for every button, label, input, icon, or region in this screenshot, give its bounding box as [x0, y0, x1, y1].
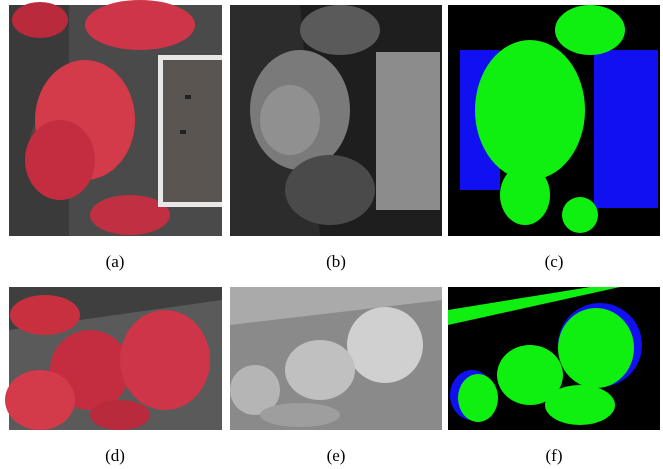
image-e	[230, 287, 442, 430]
caption: (c)	[545, 252, 564, 271]
caption: (b)	[326, 252, 346, 271]
figure: (a) (b) (c) (d) (e) (f)	[0, 0, 663, 469]
caption: (f)	[546, 446, 563, 465]
image-b	[230, 5, 442, 236]
image-f	[448, 287, 660, 430]
image-a	[9, 0, 222, 236]
image-c	[448, 5, 660, 236]
caption: (e)	[327, 446, 346, 465]
image-d	[5, 287, 222, 430]
caption: (a)	[106, 252, 125, 271]
caption: (d)	[105, 446, 125, 465]
